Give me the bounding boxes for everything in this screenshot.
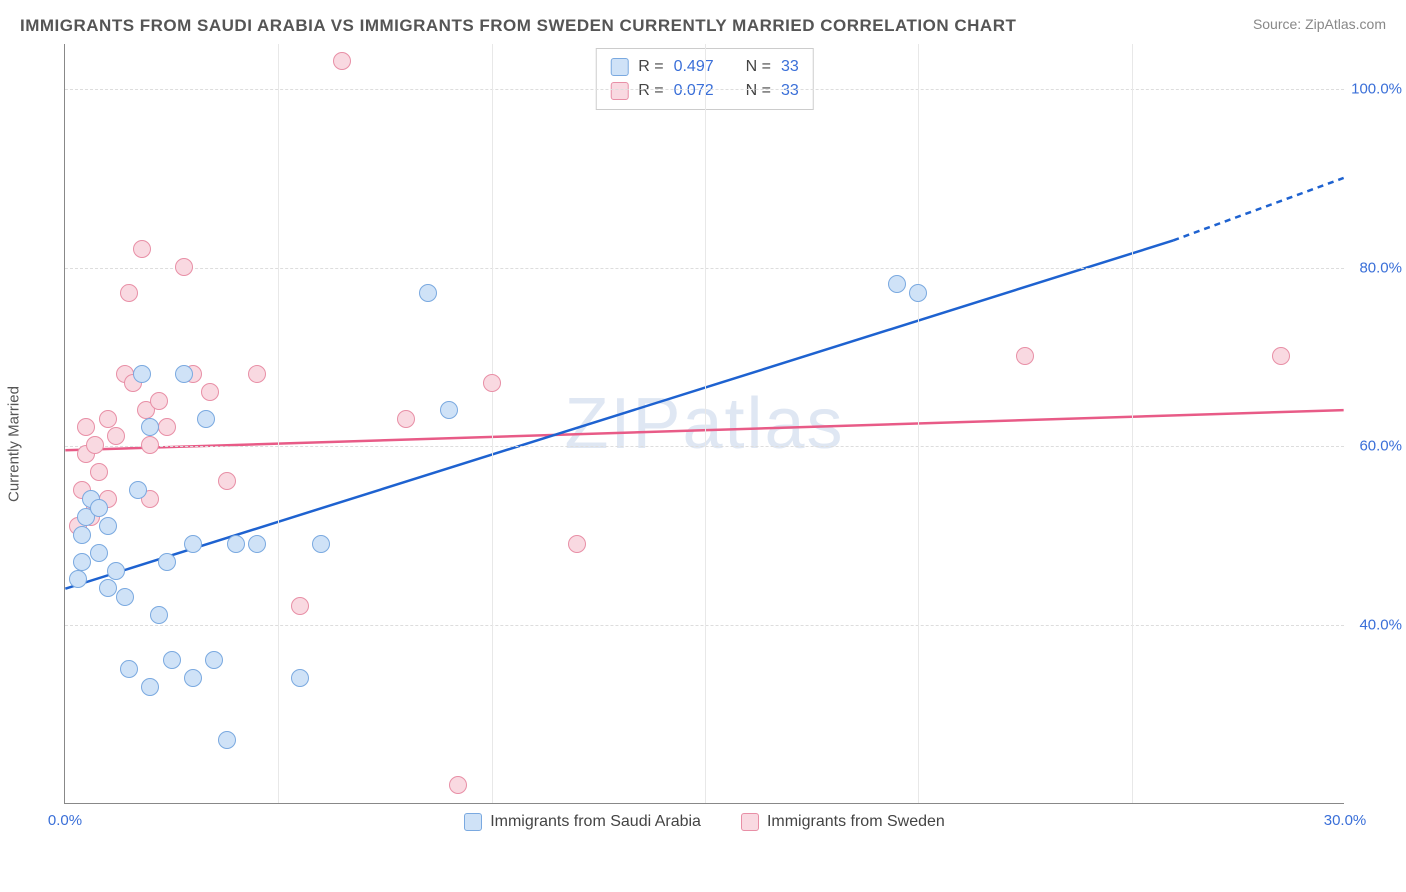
- data-point: [107, 562, 125, 580]
- data-point: [201, 383, 219, 401]
- data-point: [69, 570, 87, 588]
- data-point: [73, 553, 91, 571]
- data-point: [141, 678, 159, 696]
- data-point: [107, 427, 125, 445]
- x-tick-label: 0.0%: [48, 812, 82, 829]
- gridline-v: [705, 44, 706, 803]
- gridline-v: [918, 44, 919, 803]
- data-point: [120, 660, 138, 678]
- y-tick-label: 40.0%: [1359, 617, 1402, 634]
- data-point: [483, 374, 501, 392]
- data-point: [150, 392, 168, 410]
- data-point: [116, 588, 134, 606]
- data-point: [184, 535, 202, 553]
- data-point: [120, 284, 138, 302]
- data-point: [184, 669, 202, 687]
- data-point: [440, 401, 458, 419]
- data-point: [86, 436, 104, 454]
- data-point: [568, 535, 586, 553]
- data-point: [129, 481, 147, 499]
- y-axis-label: Currently Married: [6, 386, 23, 502]
- data-point: [909, 284, 927, 302]
- data-point: [1272, 347, 1290, 365]
- swatch-saudi: [464, 813, 482, 831]
- data-point: [133, 240, 151, 258]
- data-point: [333, 52, 351, 70]
- data-point: [175, 258, 193, 276]
- data-point: [218, 731, 236, 749]
- data-point: [291, 669, 309, 687]
- data-point: [227, 535, 245, 553]
- y-tick-label: 100.0%: [1351, 80, 1402, 97]
- gridline-v: [278, 44, 279, 803]
- swatch-sweden: [610, 82, 628, 100]
- legend-item-sweden: Immigrants from Sweden: [741, 813, 945, 831]
- data-point: [77, 418, 95, 436]
- data-point: [888, 275, 906, 293]
- chart-title: IMMIGRANTS FROM SAUDI ARABIA VS IMMIGRAN…: [20, 16, 1016, 36]
- data-point: [90, 499, 108, 517]
- data-point: [397, 410, 415, 428]
- data-point: [248, 365, 266, 383]
- gridline-v: [1132, 44, 1133, 803]
- data-point: [73, 526, 91, 544]
- data-point: [205, 651, 223, 669]
- data-point: [291, 597, 309, 615]
- data-point: [312, 535, 330, 553]
- x-tick-label: 30.0%: [1324, 812, 1367, 829]
- data-point: [163, 651, 181, 669]
- data-point: [449, 776, 467, 794]
- y-tick-label: 60.0%: [1359, 438, 1402, 455]
- data-point: [99, 517, 117, 535]
- source-link[interactable]: ZipAtlas.com: [1305, 16, 1386, 32]
- y-tick-label: 80.0%: [1359, 259, 1402, 276]
- data-point: [99, 579, 117, 597]
- data-point: [158, 418, 176, 436]
- source-attribution: Source: ZipAtlas.com: [1253, 16, 1386, 32]
- scatter-plot-area: ZIPatlas R = 0.497 N = 33 R = 0.072 N =: [64, 44, 1344, 804]
- gridline-v: [492, 44, 493, 803]
- legend-item-saudi: Immigrants from Saudi Arabia: [464, 813, 701, 831]
- data-point: [419, 284, 437, 302]
- swatch-saudi: [610, 58, 628, 76]
- series-legend: Immigrants from Saudi Arabia Immigrants …: [65, 813, 1344, 831]
- data-point: [141, 418, 159, 436]
- data-point: [90, 463, 108, 481]
- swatch-sweden: [741, 813, 759, 831]
- data-point: [141, 436, 159, 454]
- data-point: [158, 553, 176, 571]
- data-point: [218, 472, 236, 490]
- data-point: [175, 365, 193, 383]
- data-point: [99, 410, 117, 428]
- data-point: [90, 544, 108, 562]
- data-point: [133, 365, 151, 383]
- data-point: [1016, 347, 1034, 365]
- data-point: [150, 606, 168, 624]
- data-point: [248, 535, 266, 553]
- data-point: [197, 410, 215, 428]
